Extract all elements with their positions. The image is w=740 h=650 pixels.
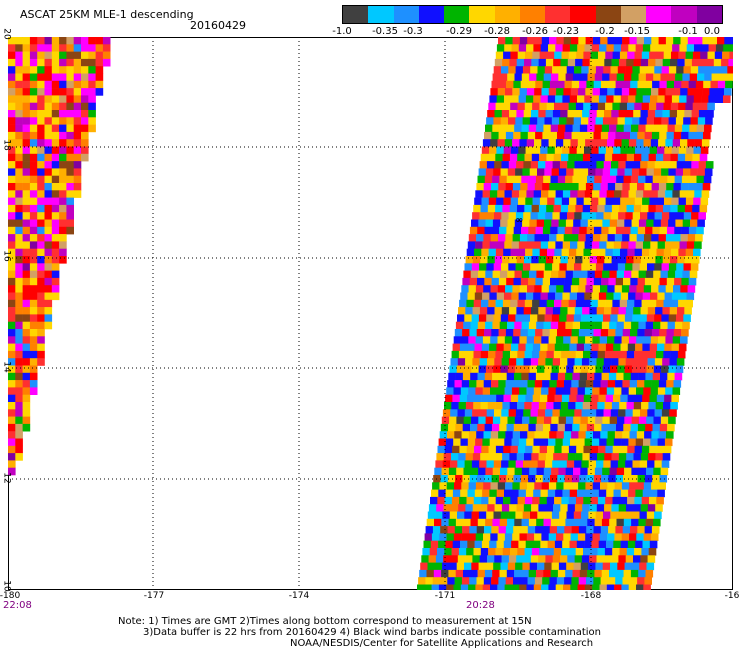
color-scale-swatch [418, 6, 445, 23]
color-scale-label: -0.3 [403, 26, 423, 37]
latitude-label: 16 [1, 250, 12, 262]
color-scale-bar [342, 5, 723, 24]
latitude-label: 10 [1, 580, 12, 592]
color-scale-swatch [696, 6, 722, 23]
color-scale-swatch [646, 6, 672, 23]
color-scale-swatch [595, 6, 621, 23]
latitude-label: 14 [1, 361, 12, 373]
color-scale-swatch [519, 6, 546, 23]
swath-cells [8, 37, 733, 590]
color-scale-label: -0.35 [372, 26, 398, 37]
note-line-1: Note: 1) Times are GMT 2)Times along bot… [118, 616, 532, 627]
latitude-label: 20 [1, 28, 12, 40]
color-scale-label: -0.1 [678, 26, 698, 37]
color-scale-swatch [620, 6, 647, 23]
longitude-label: -180 [0, 591, 21, 601]
color-scale-label: -0.23 [553, 26, 579, 37]
note-line-3: NOAA/NESDIS/Center for Satellite Applica… [290, 638, 594, 649]
color-scale-swatch [671, 6, 697, 23]
longitude-label: -177 [143, 591, 165, 601]
latitude-label: 12 [1, 472, 12, 484]
longitude-label: -168 [580, 591, 602, 601]
product-date: 20160429 [190, 19, 246, 32]
color-scale-swatch [368, 6, 394, 23]
lat-lon-grid [8, 37, 733, 590]
note-line-2: 3)Data buffer is 22 hrs from 20160429 4)… [143, 627, 601, 638]
longitude-label: -171 [434, 591, 456, 601]
time-right: 20:28 [466, 600, 495, 611]
time-left: 22:08 [3, 600, 32, 611]
color-scale-label: -0.2 [595, 26, 615, 37]
color-scale-swatch [343, 6, 369, 23]
wind-barb-marker: ∞ [515, 215, 523, 226]
color-scale-label: -0.28 [484, 26, 510, 37]
color-scale-label: 0.0 [704, 26, 720, 37]
product-title: ASCAT 25KM MLE-1 descending [20, 8, 194, 21]
color-scale-label: -0.29 [446, 26, 472, 37]
swath-map: ∞ [8, 37, 733, 590]
color-scale-label: -0.26 [522, 26, 548, 37]
color-scale-label: -0.15 [624, 26, 650, 37]
longitude-label: -16 [724, 591, 740, 601]
color-scale-swatch [545, 6, 571, 23]
color-scale-swatch [444, 6, 470, 23]
color-scale-label: -1.0 [332, 26, 352, 37]
color-scale-swatch [570, 6, 596, 23]
color-scale-swatch [393, 6, 419, 23]
longitude-label: -174 [288, 591, 310, 601]
color-scale-swatch [469, 6, 495, 23]
latitude-label: 18 [1, 139, 12, 151]
color-scale-swatch [494, 6, 520, 23]
